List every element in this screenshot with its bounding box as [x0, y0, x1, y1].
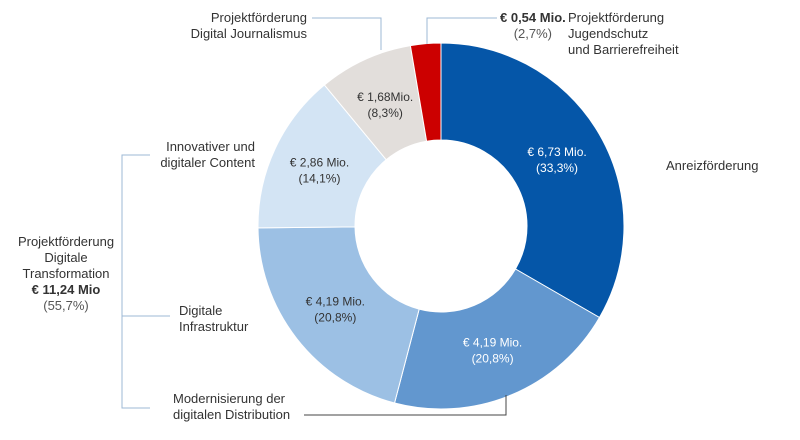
donut-slice-3: [257, 84, 387, 229]
label-infra-line1: Digitale: [179, 303, 223, 318]
group-label-digitale-transformation: Projektförderung Digitale Transformation…: [10, 234, 122, 314]
slice-value-label-2: € 4,19 Mio.: [306, 294, 365, 308]
label-jugend-line2: Jugendschutz: [568, 26, 649, 41]
slice-pct-label-3: (14,1%): [298, 172, 340, 186]
group-pct: (55,7%): [43, 298, 89, 313]
donut-slice-1: [393, 268, 601, 410]
label-infrastruktur: Digitale Infrastruktur: [179, 303, 248, 335]
label-modern-line1: Modernisierung der: [173, 391, 286, 406]
label-jugend-line1: Projektförderung: [568, 10, 665, 25]
group-value: € 11,24 Mio: [31, 282, 101, 297]
label-content-line2: digitaler Content: [160, 155, 255, 170]
label-jugendschutz-value: € 0,54 Mio. (2,7%): [500, 10, 566, 42]
label-innovativer-content: Innovativer und digitaler Content: [160, 139, 255, 171]
donut-slice-5: [409, 42, 442, 142]
label-anreizfoerderung: Anreizförderung: [666, 158, 759, 174]
slice-pct-label-4: (8,3%): [368, 106, 403, 120]
label-content-line1: Innovativer und: [166, 139, 255, 154]
slice-value-label-0: € 6,73 Mio.: [527, 145, 586, 159]
label-infra-line2: Infrastruktur: [179, 319, 249, 334]
slice-pct-label-1: (20,8%): [472, 352, 514, 366]
connector-distribution: [304, 395, 507, 416]
label-anreiz-text: Anreizförderung: [666, 158, 759, 173]
group-line2: Digitale: [44, 250, 88, 265]
slice-pct-label-0: (33,3%): [536, 161, 578, 175]
connector-journalismus: [312, 17, 382, 50]
group-line1: Projektförderung: [17, 234, 115, 249]
donut-slice-2: [257, 226, 420, 404]
label-modernisierung: Modernisierung der digitalen Distributio…: [173, 391, 290, 423]
bracket-group: [121, 154, 150, 409]
label-digital-journalismus: Projektförderung Digital Journalismus: [191, 10, 307, 42]
connector-jugend: [426, 17, 497, 44]
jugend-value-text: € 0,54 Mio.: [500, 10, 566, 25]
label-journalismus-line2: Digital Journalismus: [190, 26, 307, 41]
slice-value-label-3: € 2,86 Mio.: [290, 156, 349, 170]
slice-pct-label-2: (20,8%): [314, 310, 356, 324]
jugend-pct-text: (2,7%): [513, 26, 553, 41]
label-journalismus-line1: Projektförderung: [210, 10, 307, 25]
label-modern-line2: digitalen Distribution: [173, 407, 291, 422]
slice-value-label-4: € 1,68Mio.: [357, 90, 413, 104]
group-line3: Transformation: [22, 266, 110, 281]
label-jugendschutz: Projektförderung Jugendschutz und Barrie…: [568, 10, 679, 58]
slice-value-label-1: € 4,19 Mio.: [463, 336, 522, 350]
label-jugend-line3: und Barrierefreiheit: [568, 42, 679, 57]
donut-slice-0: [440, 42, 625, 319]
